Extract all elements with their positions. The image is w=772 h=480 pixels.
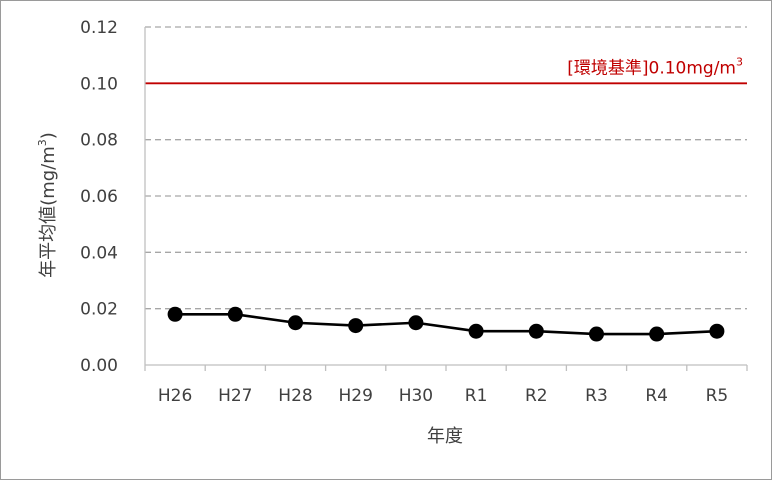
series-line bbox=[175, 312, 717, 336]
x-tick-label: H30 bbox=[399, 386, 433, 406]
y-axis-title: 年平均値(mg/m3) bbox=[36, 132, 59, 278]
y-tick-labels: 0.00 0.02 0.04 0.06 0.08 0.10 0.12 bbox=[80, 18, 118, 376]
data-point bbox=[589, 326, 604, 342]
x-tick-label: H29 bbox=[338, 386, 372, 406]
x-tick-label: R4 bbox=[645, 386, 668, 406]
data-point bbox=[348, 318, 364, 334]
y-tick-label: 0.08 bbox=[80, 131, 118, 151]
environmental-standard-label: [環境基準]0.10mg/m3 bbox=[567, 55, 743, 78]
data-point bbox=[288, 315, 303, 331]
x-tick-label: H26 bbox=[158, 386, 192, 406]
x-tick-label: R5 bbox=[706, 386, 729, 406]
data-point bbox=[227, 306, 243, 322]
x-tick-labels: H26 H27 H28 H29 H30 R1 R2 R3 R4 R5 bbox=[158, 386, 728, 406]
reference-line-group: [環境基準]0.10mg/m3 bbox=[145, 55, 747, 85]
data-point bbox=[709, 323, 725, 339]
data-point bbox=[468, 323, 484, 339]
y-tick-label: 0.12 bbox=[80, 18, 118, 38]
reference-label-main: [環境基準]0.10mg/m bbox=[567, 58, 736, 78]
x-tick-label: R2 bbox=[525, 386, 548, 406]
x-tick-label: R3 bbox=[585, 386, 608, 406]
axes bbox=[144, 27, 748, 371]
y-axis-title-close: ) bbox=[38, 132, 59, 139]
gridlines bbox=[145, 26, 747, 310]
y-tick-label: 0.10 bbox=[80, 74, 118, 94]
data-point bbox=[408, 315, 424, 331]
y-axis-title-main: 年平均値(mg/m bbox=[38, 146, 59, 278]
x-tick-label: R1 bbox=[465, 386, 488, 406]
y-axis-title-superscript: 3 bbox=[36, 139, 49, 146]
data-point bbox=[649, 326, 665, 342]
x-tick-label: H28 bbox=[278, 386, 312, 406]
data-point bbox=[167, 306, 183, 322]
reference-label-superscript: 3 bbox=[736, 55, 743, 68]
data-point bbox=[528, 323, 544, 339]
series bbox=[167, 306, 725, 342]
y-tick-label: 0.02 bbox=[80, 300, 118, 320]
x-tick-label: H27 bbox=[218, 386, 252, 406]
y-tick-label: 0.06 bbox=[80, 187, 118, 207]
x-axis-title: 年度 bbox=[427, 426, 463, 447]
y-tick-label: 0.04 bbox=[80, 243, 118, 263]
y-tick-label: 0.00 bbox=[80, 356, 118, 376]
